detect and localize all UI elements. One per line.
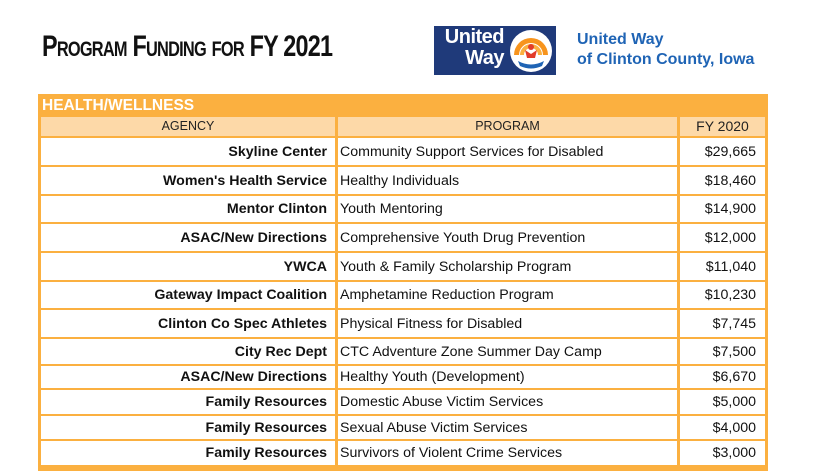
amount-cell: $7,500 [680,339,765,364]
amount-cell: $6,670 [680,366,765,388]
table-row: YWCA Youth & Family Scholarship Program $1… [38,253,768,282]
amount-cell: $7,745 [680,310,765,337]
logo-text: United Way [436,26,505,69]
amount-cell: $5,000 [680,390,765,414]
program-cell: Sexual Abuse Victim Services [338,416,677,439]
column-header-agency: AGENCY [41,117,335,136]
program-cell: Youth Mentoring [338,196,677,222]
column-header-fy: FY 2020 [680,117,765,136]
table-row: Clinton Co Spec Athletes Physical Fitness… [38,310,768,339]
agency-cell: ASAC/New Directions [41,366,335,388]
logo-text-line1: United [444,26,505,48]
amount-cell: $14,900 [680,196,765,222]
agency-cell: City Rec Dept [41,339,335,364]
column-header-program: PROGRAM [338,117,677,136]
section-heading: HEALTH/WELLNESS [42,97,195,114]
funding-table: HEALTH/WELLNESS AGENCY PROGRAM FY 2020 S… [38,94,768,471]
amount-cell: $29,665 [680,138,765,165]
table-row: Mentor Clinton Youth Mentoring $14,900 [38,196,768,224]
hand-rainbow-icon [510,30,552,72]
program-cell: Healthy Individuals [338,167,677,194]
table-row: Family Resources Domestic Abuse Victim Se… [38,390,768,416]
agency-cell: Clinton Co Spec Athletes [41,310,335,337]
united-way-logo: United Way [434,26,556,75]
agency-cell: Family Resources [41,390,335,414]
table-row: Skyline Center Community Support Services… [38,138,768,167]
table-row: Family Resources Sexual Abuse Victim Serv… [38,416,768,441]
amount-cell: $11,040 [680,253,765,280]
amount-cell: $4,000 [680,416,765,439]
program-cell: Comprehensive Youth Drug Prevention [338,224,677,251]
agency-cell: Family Resources [41,441,335,465]
agency-cell: Mentor Clinton [41,196,335,222]
program-cell: Community Support Services for Disabled [338,138,677,165]
program-cell: Healthy Youth (Development) [338,366,677,388]
program-cell: Physical Fitness for Disabled [338,310,677,337]
table-row: Women's Health Service Healthy Individual… [38,167,768,196]
agency-cell: Gateway Impact Coalition [41,282,335,308]
table-row: City Rec Dept CTC Adventure Zone Summer D… [38,339,768,366]
agency-cell: ASAC/New Directions [41,224,335,251]
table-row: Family Resources Survivors of Violent Cri… [38,441,768,467]
amount-cell: $3,000 [680,441,765,465]
amount-cell: $12,000 [680,224,765,251]
page-title: Program Funding for FY 2021 [42,30,333,63]
agency-cell: Skyline Center [41,138,335,165]
org-name: United Way of Clinton County, Iowa [577,30,754,70]
program-cell: Amphetamine Reduction Program [338,282,677,308]
org-name-line2: of Clinton County, Iowa [577,51,755,68]
program-cell: CTC Adventure Zone Summer Day Camp [338,339,677,364]
table-row: Gateway Impact Coalition Amphetamine Redu… [38,282,768,310]
amount-cell: $18,460 [680,167,765,194]
amount-cell: $10,230 [680,282,765,308]
program-cell: Survivors of Violent Crime Services [338,441,677,465]
table-row: ASAC/New Directions Comprehensive Youth D… [38,224,768,253]
program-cell: Domestic Abuse Victim Services [338,390,677,414]
program-cell: Youth & Family Scholarship Program [338,253,677,280]
agency-cell: YWCA [41,253,335,280]
table-row: ASAC/New Directions Healthy Youth (Develo… [38,366,768,390]
agency-cell: Women's Health Service [41,167,335,194]
org-name-line1: United Way [577,31,664,48]
agency-cell: Family Resources [41,416,335,439]
logo-text-line2: Way [465,47,504,69]
